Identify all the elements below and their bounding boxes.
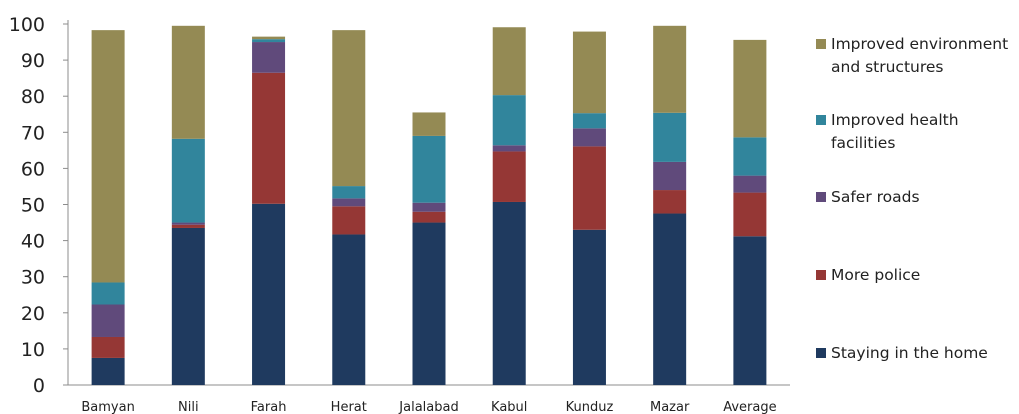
legend-item: Improved health facilities <box>816 111 959 152</box>
legend-label: Improved health <box>831 111 959 129</box>
bars <box>91 25 767 385</box>
legend-swatch <box>816 270 826 280</box>
legend-item: Safer roads <box>816 188 920 206</box>
bar-segment <box>653 190 687 214</box>
bar-segment <box>492 95 526 146</box>
bar-segment <box>412 211 446 223</box>
y-tick-label: 80 <box>21 86 45 108</box>
bar-segment <box>572 31 606 114</box>
bar-segment <box>653 112 687 162</box>
legend-label: More police <box>831 266 920 284</box>
bar-segment <box>91 282 125 305</box>
bar-segment <box>91 304 125 337</box>
bar-segment <box>492 145 526 152</box>
bar-segment <box>412 202 446 212</box>
bar-segment <box>653 213 687 385</box>
bar-segment <box>171 224 205 228</box>
legend-label: Safer roads <box>831 188 920 206</box>
legend-label: Improved environment <box>831 35 1008 53</box>
x-category-label: Kabul <box>491 400 527 414</box>
bar-segment <box>412 135 446 203</box>
y-tick-label: 40 <box>21 231 45 253</box>
y-tick-label: 10 <box>21 339 45 361</box>
bar-segment <box>412 112 446 136</box>
legend-item: Improved environment and structures <box>816 35 1008 76</box>
bar-segment <box>572 113 606 129</box>
legend-item: Staying in the home <box>816 344 988 362</box>
legend-swatch <box>816 39 826 49</box>
bar-segment <box>733 39 767 138</box>
legend-item: More police <box>816 266 920 284</box>
legend-swatch <box>816 115 826 125</box>
bar-segment <box>91 336 125 358</box>
bar-segment <box>332 234 366 385</box>
x-category-label: Herat <box>331 400 367 414</box>
bar-segment <box>332 186 366 199</box>
bar-segment <box>733 137 767 176</box>
y-tick-label: 0 <box>33 375 45 397</box>
tick-labels: 0 10 20 30 40 50 60 70 80 90 100 Bamyan Nili Farah Her… <box>9 14 777 414</box>
x-category-label: Kunduz <box>566 400 614 414</box>
y-tick-label: 100 <box>9 14 45 36</box>
x-category-label: Bamyan <box>81 400 134 414</box>
bar-segment <box>492 201 526 385</box>
bar-segment <box>572 128 606 147</box>
bar-segment <box>653 25 687 113</box>
bar-segment <box>332 206 366 235</box>
bar-segment <box>733 192 767 237</box>
bar-segment <box>91 30 125 283</box>
bar-segment <box>171 25 205 139</box>
x-category-label: Average <box>723 400 776 414</box>
bar-segment <box>171 138 205 223</box>
bar-segment <box>492 151 526 202</box>
bar-segment <box>252 42 286 73</box>
bar-segment <box>733 236 767 385</box>
legend-swatch <box>816 192 826 202</box>
bar-segment <box>572 146 606 230</box>
x-category-label: Jalalabad <box>398 400 458 414</box>
bar-segment <box>252 36 286 40</box>
bar-segment <box>332 30 366 187</box>
bar-segment <box>171 222 205 225</box>
legend-label: facilities <box>831 134 895 152</box>
bar-segment <box>91 357 125 385</box>
bar-segment <box>572 229 606 385</box>
bar-segment <box>252 39 286 43</box>
legend-label: and structures <box>831 58 944 76</box>
bar-segment <box>653 161 687 191</box>
x-category-label: Farah <box>251 400 287 414</box>
y-tick-label: 30 <box>21 267 45 289</box>
bar-segment <box>332 198 366 207</box>
bar-segment <box>252 72 286 204</box>
y-tick-label: 90 <box>21 50 45 72</box>
y-tick-label: 60 <box>21 158 45 180</box>
y-tick-label: 70 <box>21 122 45 144</box>
x-category-label: Mazar <box>650 400 690 414</box>
bar-segment <box>412 222 446 385</box>
bar-segment <box>492 27 526 96</box>
bar-segment <box>171 227 205 385</box>
x-category-label: Nili <box>178 400 199 414</box>
legend-swatch <box>816 348 826 358</box>
bar-segment <box>733 175 767 193</box>
y-tick-label: 50 <box>21 195 45 217</box>
legend-label: Staying in the home <box>831 344 988 362</box>
y-tick-label: 20 <box>21 303 45 325</box>
bar-segment <box>252 203 286 385</box>
